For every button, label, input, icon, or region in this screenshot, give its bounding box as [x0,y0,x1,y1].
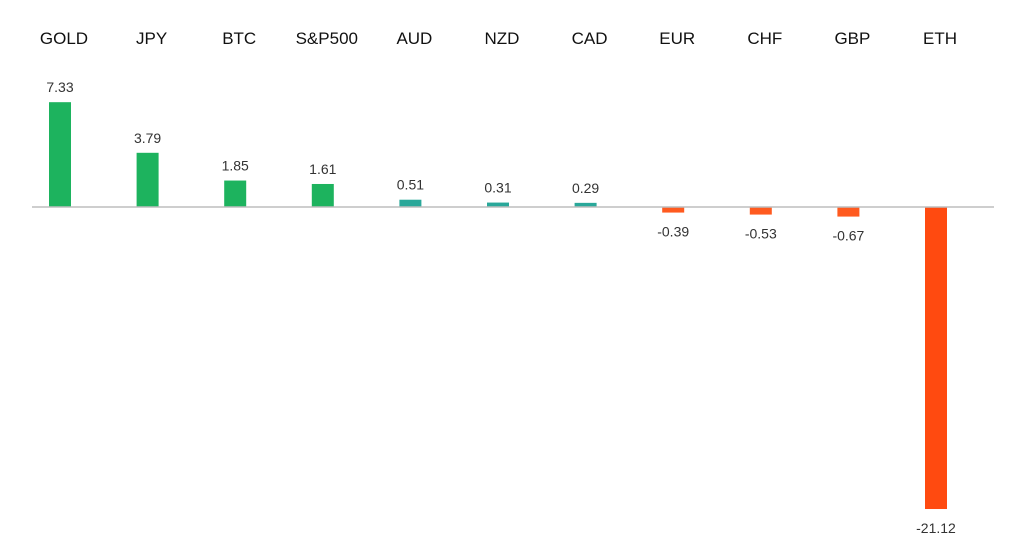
category-label-gold: GOLD [40,29,88,48]
value-label-sp500: 1.61 [309,161,336,177]
bar-chf [749,207,772,215]
value-label-jpy: 3.79 [134,130,161,146]
category-label-eur: EUR [659,29,695,48]
value-label-btc: 1.85 [222,158,249,174]
bar-cad [574,202,597,207]
bar-eur [662,207,685,213]
category-label-sp500: S&P500 [296,29,358,48]
value-label-chf: -0.53 [745,226,777,242]
bar-eth [925,207,947,510]
value-label-gold: 7.33 [46,79,73,95]
bar-sp500 [311,183,334,207]
value-label-eur: -0.39 [657,224,689,240]
value-label-aud: 0.51 [397,177,424,193]
value-label-gbp: -0.67 [832,228,864,244]
category-label-nzd: NZD [485,29,520,48]
bar-btc [224,180,247,207]
category-label-eth: ETH [923,29,957,48]
bar-gbp [837,207,860,217]
value-labels: 7.33 3.79 1.85 1.61 0.51 0.31 0.29 -0.39 -0.53 -0… [46,79,956,536]
category-label-cad: CAD [572,29,608,48]
bar-nzd [487,202,509,207]
category-label-jpy: JPY [136,29,167,48]
bar-gold [49,102,71,207]
category-labels: GOLD JPY BTC S&P500 AUD NZD CAD EUR CHF GBP ETH [40,29,957,48]
category-label-chf: CHF [747,29,782,48]
category-label-btc: BTC [222,29,256,48]
category-label-aud: AUD [396,29,432,48]
value-label-cad: 0.29 [572,180,599,196]
bar-jpy [136,152,159,207]
category-label-gbp: GBP [834,29,870,48]
bars [49,102,947,510]
bar-aud [399,199,422,207]
value-label-nzd: 0.31 [484,180,511,196]
value-label-eth: -21.12 [916,520,956,536]
